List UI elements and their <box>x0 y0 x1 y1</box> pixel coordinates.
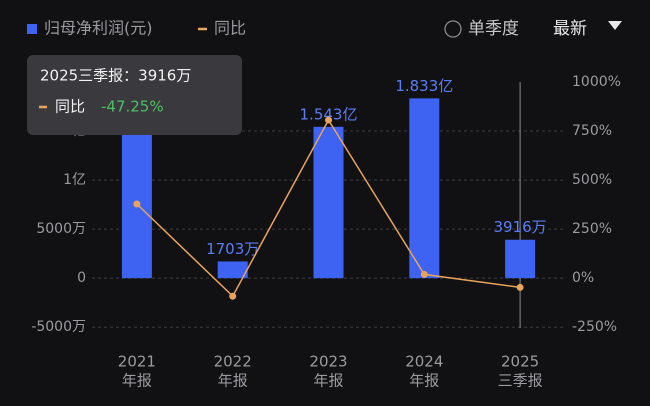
y2-tick-label: -250% <box>572 319 617 335</box>
radio[interactable] <box>444 20 462 38</box>
point <box>516 283 524 291</box>
value-label: 1.543亿 <box>300 105 358 123</box>
bar <box>313 126 344 279</box>
x-tick-label: 2021 <box>118 353 156 371</box>
point <box>325 116 332 124</box>
tooltip-box <box>27 55 242 135</box>
point <box>420 270 428 278</box>
y-tick-label: 5000万 <box>36 221 86 237</box>
y-tick-label: 1亿 <box>63 172 86 188</box>
x-tick-label: 2024 <box>405 353 443 371</box>
tooltip: 2025三季报：3916万 同比 -47.25% <box>27 55 242 135</box>
y-tick-label: 0 <box>77 270 86 286</box>
y2-tick-label: 250% <box>572 221 612 237</box>
x-tick-label: 年报 <box>218 372 248 390</box>
x-tick-label: 年报 <box>313 372 343 390</box>
bar <box>409 98 440 279</box>
legend-swatch-bar <box>27 24 37 34</box>
bar <box>505 239 536 279</box>
value-label: 3916万 <box>494 218 547 236</box>
tooltip-series: 同比 <box>55 98 85 116</box>
x-tick-label: 年报 <box>409 372 439 390</box>
point <box>229 292 237 300</box>
y2-tick-label: 750% <box>572 123 612 139</box>
value-label: 1.833亿 <box>395 77 453 95</box>
dropdown-arrow[interactable] <box>608 21 622 30</box>
sort-select[interactable]: 最新 <box>553 19 587 39</box>
y2-tick-label: 0% <box>572 270 594 286</box>
x-tick-label: 三季报 <box>498 372 543 390</box>
y2-tick-label: 500% <box>572 172 612 188</box>
point <box>133 200 141 208</box>
y-tick-label: -5000万 <box>31 319 86 335</box>
legend-label[interactable]: 同比 <box>214 19 246 38</box>
value-label: 1703万 <box>206 240 259 258</box>
period-toggle[interactable]: 单季度 <box>468 19 519 39</box>
bar <box>217 261 248 279</box>
legend-label[interactable]: 归母净利润(元) <box>44 19 153 38</box>
x-tick-label: 2023 <box>309 353 347 371</box>
x-tick-label: 年报 <box>122 372 152 390</box>
tooltip-value: -47.25% <box>101 98 164 116</box>
x-tick-label: 2022 <box>214 353 252 371</box>
x-tick-label: 2025 <box>501 353 539 371</box>
y2-tick-label: 1000% <box>572 74 621 90</box>
plot: -5000万05000万1亿1.5亿-250%0%250%500%750%100… <box>31 74 621 390</box>
tooltip-title: 2025三季报：3916万 <box>40 67 191 85</box>
